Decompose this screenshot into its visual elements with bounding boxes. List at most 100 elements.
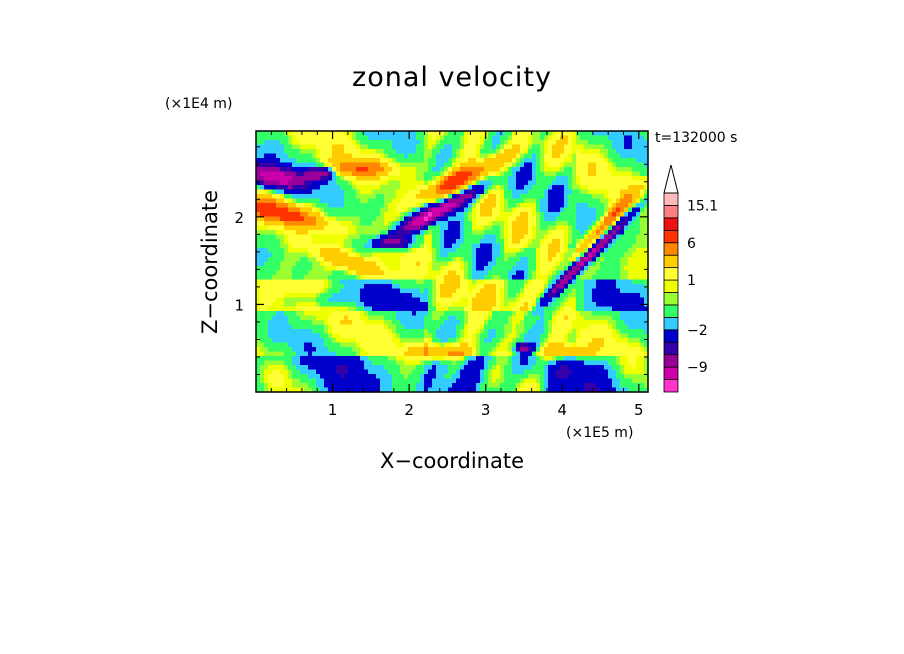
heatmap-cell	[328, 221, 333, 227]
heatmap-cell	[548, 239, 553, 245]
heatmap-cell	[528, 315, 533, 321]
heatmap-cell	[636, 275, 641, 281]
heatmap-cell	[348, 158, 353, 164]
heatmap-cell	[424, 185, 429, 191]
heatmap-cell	[516, 176, 521, 182]
heatmap-cell	[320, 230, 325, 236]
heatmap-cell	[420, 162, 425, 168]
heatmap-cell	[536, 207, 541, 213]
heatmap-cell	[288, 284, 293, 290]
heatmap-cell	[484, 230, 489, 236]
heatmap-cell	[504, 153, 509, 159]
heatmap-cell	[284, 176, 289, 182]
heatmap-cell	[352, 338, 357, 344]
heatmap-cell	[508, 167, 513, 173]
heatmap-cell	[512, 234, 517, 240]
heatmap-cell	[364, 266, 369, 272]
heatmap-cell	[572, 356, 577, 362]
heatmap-cell	[372, 351, 377, 357]
heatmap-cell	[524, 167, 529, 173]
heatmap-cell	[456, 248, 461, 254]
heatmap-cell	[472, 158, 477, 164]
heatmap-cell	[432, 225, 437, 231]
heatmap-cell	[500, 252, 505, 258]
heatmap-cell	[256, 293, 261, 299]
heatmap-cell	[536, 243, 541, 249]
heatmap-cell	[292, 131, 297, 137]
heatmap-cell	[568, 270, 573, 276]
heatmap-cell	[636, 315, 641, 321]
heatmap-cell	[512, 185, 517, 191]
heatmap-cell	[560, 212, 565, 218]
heatmap-cell	[608, 212, 613, 218]
heatmap-cell	[464, 306, 469, 312]
heatmap-cell	[336, 356, 341, 362]
heatmap-cell	[632, 131, 637, 137]
heatmap-cell	[320, 306, 325, 312]
heatmap-cell	[336, 306, 341, 312]
heatmap-cell	[596, 275, 601, 281]
heatmap-cell	[304, 329, 309, 335]
heatmap-cell	[296, 153, 301, 159]
heatmap-cell	[292, 248, 297, 254]
heatmap-cell	[368, 297, 373, 303]
heatmap-cell	[492, 248, 497, 254]
heatmap-cell	[396, 185, 401, 191]
heatmap-cell	[500, 324, 505, 330]
heatmap-cell	[540, 351, 545, 357]
heatmap-cell	[360, 261, 365, 267]
heatmap-cell	[304, 167, 309, 173]
heatmap-cell	[404, 297, 409, 303]
heatmap-cell	[500, 284, 505, 290]
heatmap-cell	[484, 284, 489, 290]
heatmap-cell	[384, 284, 389, 290]
heatmap-cell	[528, 266, 533, 272]
heatmap-cell	[300, 198, 305, 204]
heatmap-cell	[484, 297, 489, 303]
heatmap-cell	[440, 266, 445, 272]
heatmap-cell	[452, 342, 457, 348]
heatmap-cell	[304, 189, 309, 195]
heatmap-cell	[452, 216, 457, 222]
heatmap-cell	[492, 131, 497, 137]
heatmap-cell	[524, 221, 529, 227]
heatmap-cell	[536, 189, 541, 195]
heatmap-cell	[548, 243, 553, 249]
heatmap-cell	[452, 311, 457, 317]
heatmap-cell	[608, 234, 613, 240]
heatmap-cell	[424, 230, 429, 236]
heatmap-cell	[268, 248, 273, 254]
heatmap-cell	[512, 225, 517, 231]
heatmap-cell	[308, 144, 313, 150]
heatmap-cell	[536, 315, 541, 321]
heatmap-cell	[320, 140, 325, 146]
heatmap-cell	[260, 162, 265, 168]
heatmap-cell	[588, 306, 593, 312]
heatmap-cell	[444, 342, 449, 348]
heatmap-cell	[544, 131, 549, 137]
heatmap-cell	[492, 356, 497, 362]
heatmap-cell	[644, 221, 649, 227]
heatmap-cell	[488, 324, 493, 330]
heatmap-cell	[256, 261, 261, 267]
heatmap-cell	[564, 297, 569, 303]
heatmap-cell	[396, 297, 401, 303]
heatmap-cell	[496, 198, 501, 204]
heatmap-cell	[380, 239, 385, 245]
heatmap-cell	[640, 158, 645, 164]
heatmap-cell	[548, 279, 553, 285]
heatmap-cell	[432, 329, 437, 335]
heatmap-cell	[308, 351, 313, 357]
heatmap-cell	[412, 180, 417, 186]
heatmap-cell	[600, 194, 605, 200]
heatmap-cell	[308, 320, 313, 326]
heatmap-cell	[508, 230, 513, 236]
heatmap-cell	[284, 243, 289, 249]
heatmap-cell	[636, 216, 641, 222]
heatmap-cell	[292, 171, 297, 177]
heatmap-cell	[444, 180, 449, 186]
heatmap-cell	[496, 140, 501, 146]
heatmap-cell	[396, 315, 401, 321]
heatmap-cell	[608, 324, 613, 330]
heatmap-cell	[584, 212, 589, 218]
